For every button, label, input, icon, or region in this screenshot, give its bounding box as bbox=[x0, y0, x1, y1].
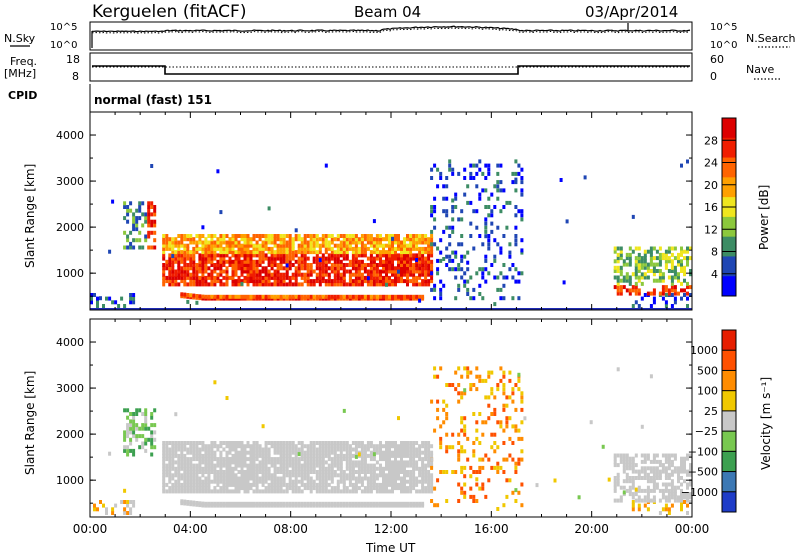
noise-search-label: N.Search bbox=[746, 32, 796, 45]
colorbar-tick-label: −1000 bbox=[681, 486, 718, 499]
noise-tick-top-right: 10^5 bbox=[710, 22, 737, 33]
freq-series bbox=[92, 65, 690, 75]
colorbar-swatch bbox=[722, 410, 736, 432]
y-tick-label: 1000 bbox=[56, 267, 84, 280]
colorbar-swatch bbox=[722, 137, 736, 159]
colorbar-swatch bbox=[722, 390, 736, 412]
date-label: 03/Apr/2014 bbox=[585, 3, 678, 21]
colorbar-swatch bbox=[722, 471, 736, 493]
colorbar-swatch bbox=[722, 216, 736, 238]
noise-panel: N.Sky 10^5 10^0 10^5 10^0 N.Search bbox=[4, 21, 796, 51]
y-tick-label: 4000 bbox=[56, 129, 84, 142]
colorbar-swatch bbox=[722, 177, 736, 198]
nave-label: Nave bbox=[746, 63, 774, 76]
y-tick-label: 1000 bbox=[56, 474, 84, 487]
nave-tick-0: 0 bbox=[710, 70, 717, 83]
x-tick-label: 16:00 bbox=[474, 522, 509, 536]
velocity-colorbar-label: Velocity [m s⁻¹] bbox=[759, 377, 773, 470]
noise-sky-series bbox=[91, 25, 691, 48]
noise-tick-top-left: 10^5 bbox=[50, 22, 77, 33]
colorbar-swatch bbox=[722, 350, 736, 371]
freq-tick-8: 8 bbox=[72, 70, 79, 83]
beam-label: Beam 04 bbox=[354, 3, 421, 21]
noise-tick-bottom-right: 10^0 bbox=[710, 40, 737, 51]
colorbar-tick-label: −25 bbox=[695, 425, 718, 438]
x-tick-label: 00:00 bbox=[73, 522, 108, 536]
power-colorbar-label: Power [dB] bbox=[757, 185, 771, 250]
colorbar-swatch bbox=[722, 431, 736, 452]
colorbar-swatch bbox=[722, 370, 736, 392]
colorbar-tick-label: 500 bbox=[697, 364, 718, 377]
colorbar-tick-label: 4 bbox=[711, 268, 718, 281]
colorbar-tick-label: 25 bbox=[704, 405, 718, 418]
power-heatmap bbox=[90, 159, 692, 310]
colorbar-swatch bbox=[722, 330, 736, 351]
power-colorbar: 4 8 12 16 20 24 28 bbox=[704, 117, 737, 297]
nave-tick-60: 60 bbox=[710, 53, 724, 66]
colorbar-swatch bbox=[722, 118, 736, 139]
power-ylabel: Slant Range [km] bbox=[23, 164, 37, 268]
colorbar-tick-label: 8 bbox=[711, 246, 718, 259]
colorbar-tick-label: −100 bbox=[688, 445, 718, 458]
x-tick-label: 08:00 bbox=[273, 522, 308, 536]
freq-unit-label: [MHz] bbox=[4, 67, 36, 80]
velocity-panel: 1000 2000 3000 4000 Slant Range [km] bbox=[23, 318, 693, 518]
cpid-label: CPID bbox=[8, 89, 37, 102]
velocity-ylabel: Slant Range [km] bbox=[23, 371, 37, 475]
colorbar-swatch bbox=[722, 256, 736, 277]
x-tick-label: 00:00 bbox=[675, 522, 710, 536]
x-tick-label: 20:00 bbox=[574, 522, 609, 536]
freq-label: Freq. bbox=[10, 55, 37, 68]
y-tick-label: 2000 bbox=[56, 221, 84, 234]
colorbar-tick-label: 1000 bbox=[690, 344, 718, 357]
colorbar-tick-label: 28 bbox=[704, 134, 718, 147]
radar-title: Kerguelen (fitACF) bbox=[92, 2, 246, 22]
colorbar-tick-label: 12 bbox=[704, 223, 718, 236]
x-axis-title: Time UT bbox=[365, 541, 416, 554]
velocity-colorbar: 1000 500 100 25 −25 −100 −500 −1000 bbox=[681, 329, 737, 513]
x-tick-label: 04:00 bbox=[173, 522, 208, 536]
colorbar-swatch bbox=[722, 451, 736, 473]
colorbar-tick-label: 24 bbox=[704, 157, 718, 170]
y-tick-label: 2000 bbox=[56, 428, 84, 441]
power-panel: 1000 2000 3000 4000 Slant Range [km] bbox=[23, 111, 693, 311]
y-tick-label: 3000 bbox=[56, 175, 84, 188]
colorbar-tick-label: 20 bbox=[704, 179, 718, 192]
colorbar-swatch bbox=[722, 157, 736, 178]
colorbar-tick-label: −500 bbox=[688, 466, 718, 479]
cpid-text: normal (fast) 151 bbox=[94, 93, 212, 107]
colorbar-swatch bbox=[722, 491, 736, 513]
velocity-heatmap bbox=[93, 366, 692, 515]
colorbar-tick-label: 16 bbox=[704, 201, 718, 214]
colorbar-swatch bbox=[722, 276, 736, 297]
noise-sky-label: N.Sky bbox=[4, 32, 36, 45]
x-axis-labels: 00:00 04:00 08:00 12:00 16:00 20:00 00:00 bbox=[73, 522, 710, 536]
x-tick-label: 12:00 bbox=[374, 522, 409, 536]
freq-tick-18: 18 bbox=[66, 53, 80, 66]
y-tick-label: 3000 bbox=[56, 382, 84, 395]
y-tick-label: 4000 bbox=[56, 336, 84, 349]
colorbar-tick-label: 100 bbox=[697, 385, 718, 398]
freq-panel: Freq. [MHz] 18 8 60 0 Nave bbox=[4, 52, 780, 83]
noise-tick-bottom-left: 10^0 bbox=[50, 40, 77, 51]
colorbar-swatch bbox=[722, 236, 736, 257]
